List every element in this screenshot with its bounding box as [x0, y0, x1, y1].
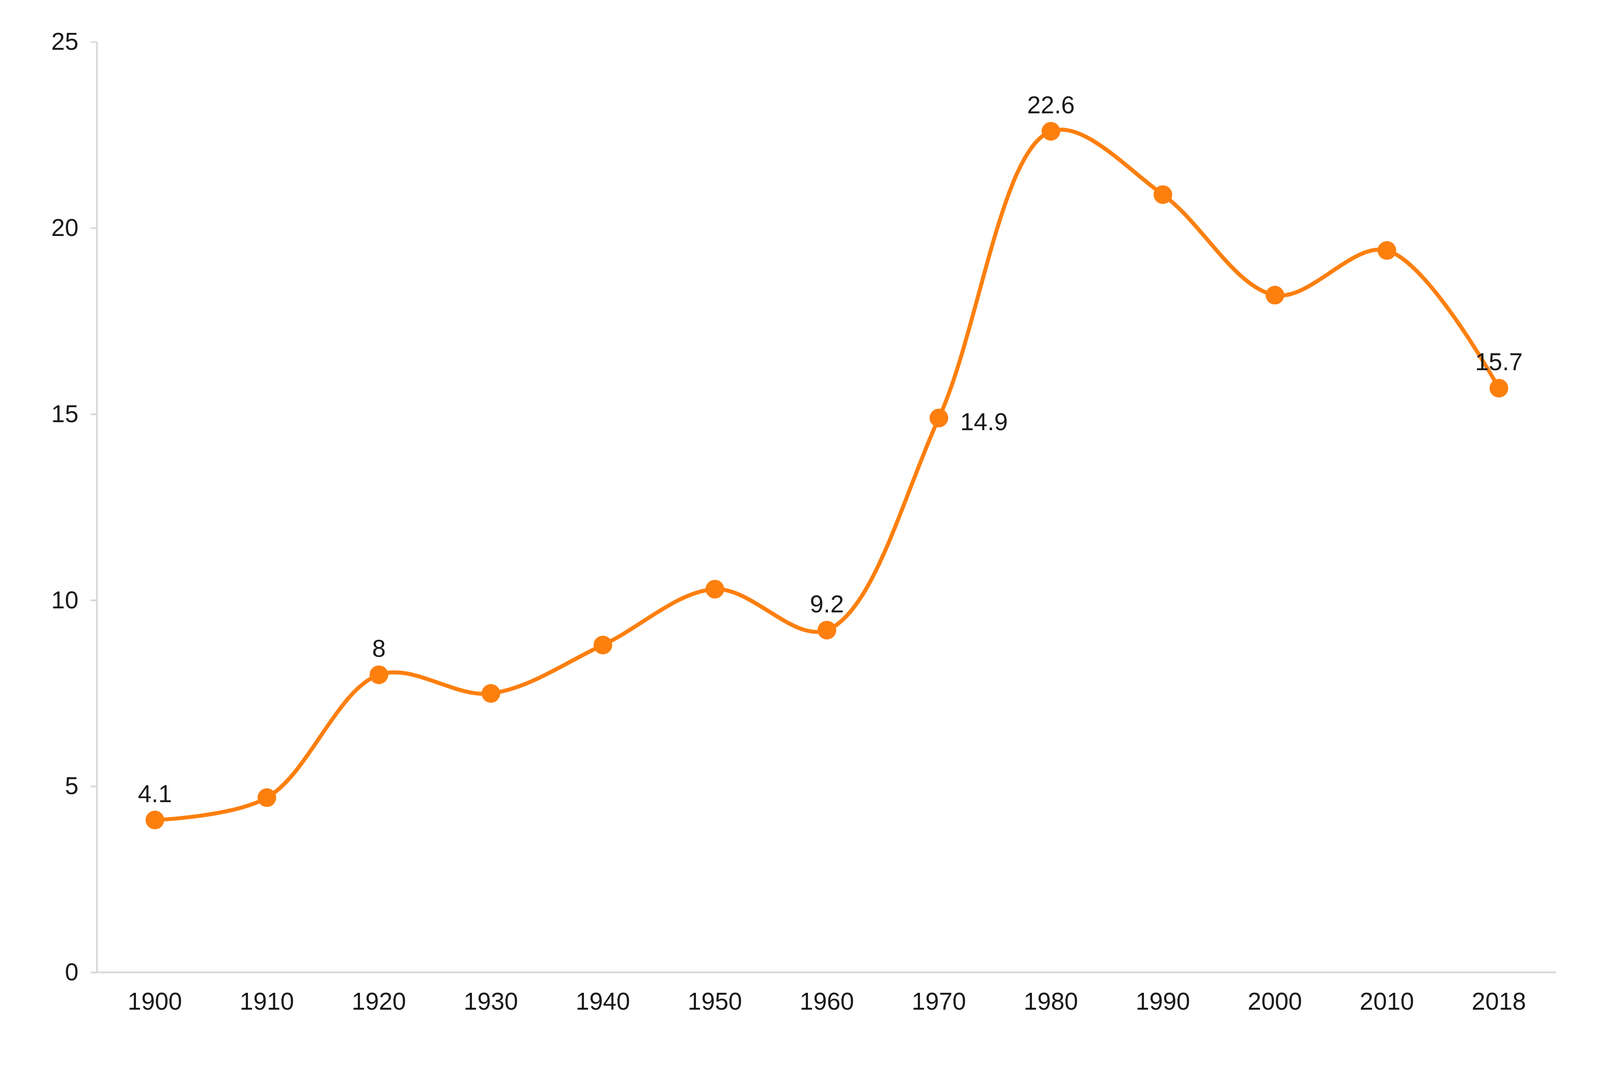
svg-text:10: 10 [51, 586, 79, 614]
svg-text:1900: 1900 [127, 987, 182, 1016]
svg-text:22.6: 22.6 [1027, 91, 1075, 119]
svg-text:15.7: 15.7 [1475, 348, 1523, 376]
svg-text:2000: 2000 [1247, 987, 1302, 1016]
svg-text:20: 20 [51, 213, 79, 242]
svg-text:1910: 1910 [239, 987, 294, 1016]
svg-text:1980: 1980 [1023, 987, 1078, 1016]
svg-text:8: 8 [372, 634, 386, 663]
svg-text:15: 15 [51, 400, 79, 428]
svg-text:14.9: 14.9 [960, 408, 1008, 436]
svg-text:2010: 2010 [1359, 987, 1414, 1016]
svg-text:1960: 1960 [799, 987, 854, 1016]
svg-text:1940: 1940 [575, 987, 630, 1016]
svg-text:1920: 1920 [351, 987, 406, 1016]
svg-text:2018: 2018 [1471, 987, 1526, 1016]
svg-text:25: 25 [51, 27, 79, 56]
svg-text:1970: 1970 [911, 987, 966, 1016]
svg-text:1990: 1990 [1135, 987, 1190, 1016]
svg-text:0: 0 [64, 958, 79, 986]
svg-text:4.1: 4.1 [137, 780, 172, 808]
svg-text:1950: 1950 [687, 987, 742, 1016]
svg-text:5: 5 [64, 772, 79, 800]
svg-text:9.2: 9.2 [809, 590, 844, 618]
svg-text:1930: 1930 [463, 987, 518, 1016]
